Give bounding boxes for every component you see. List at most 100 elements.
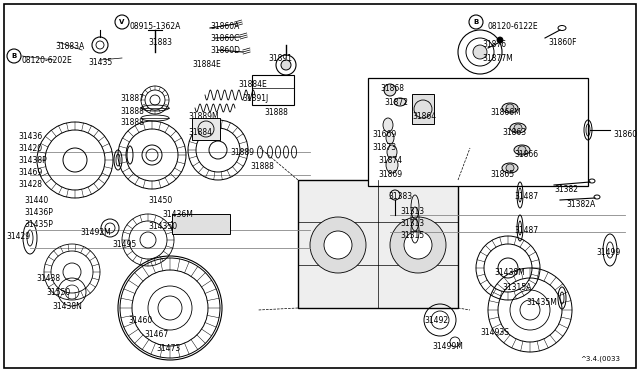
Text: 31473: 31473 <box>156 344 180 353</box>
Text: 31469: 31469 <box>18 168 42 177</box>
Circle shape <box>404 231 432 259</box>
Text: 31438M: 31438M <box>494 268 525 277</box>
Text: 31438N: 31438N <box>52 302 82 311</box>
Text: 31891J: 31891J <box>242 94 268 103</box>
Text: 31492M: 31492M <box>80 228 111 237</box>
Text: V: V <box>119 19 125 25</box>
Circle shape <box>514 124 522 132</box>
Ellipse shape <box>514 145 530 155</box>
Text: 31888: 31888 <box>250 162 274 171</box>
Ellipse shape <box>502 103 518 113</box>
Text: 31874: 31874 <box>378 156 402 165</box>
Text: 08915-1362A: 08915-1362A <box>130 22 181 31</box>
Text: 31435P: 31435P <box>24 220 53 229</box>
Text: 31313: 31313 <box>400 219 424 228</box>
Text: 31888: 31888 <box>120 107 144 116</box>
Text: 31889: 31889 <box>230 148 254 157</box>
Text: 31438: 31438 <box>36 274 60 283</box>
Text: 31868: 31868 <box>380 84 404 93</box>
Text: 31873: 31873 <box>372 143 396 152</box>
Text: 31495: 31495 <box>112 240 136 249</box>
Text: 31382: 31382 <box>554 185 578 194</box>
Text: 31887: 31887 <box>120 94 144 103</box>
Text: 31888: 31888 <box>264 108 288 117</box>
Text: B: B <box>12 53 17 59</box>
Text: 31865: 31865 <box>490 170 514 179</box>
Text: 31436M: 31436M <box>162 210 193 219</box>
Circle shape <box>506 104 514 112</box>
Ellipse shape <box>394 98 406 106</box>
Text: 31876: 31876 <box>482 40 506 49</box>
Circle shape <box>473 45 487 59</box>
Text: 31872: 31872 <box>384 98 408 107</box>
Text: 31440: 31440 <box>24 196 48 205</box>
Ellipse shape <box>383 118 393 132</box>
Text: 31467: 31467 <box>144 330 168 339</box>
Bar <box>192 118 220 140</box>
Text: 31499M: 31499M <box>432 342 463 351</box>
Text: 31883: 31883 <box>148 38 172 47</box>
Bar <box>298 180 458 308</box>
Text: 31884: 31884 <box>188 128 212 137</box>
Text: 31883A: 31883A <box>55 42 84 51</box>
Ellipse shape <box>502 163 518 173</box>
Circle shape <box>310 217 366 273</box>
Bar <box>252 75 294 105</box>
Text: 31877M: 31877M <box>482 54 513 63</box>
Text: 31866M: 31866M <box>490 108 521 117</box>
Text: 31499: 31499 <box>596 248 620 257</box>
Text: 31429: 31429 <box>6 232 30 241</box>
Ellipse shape <box>510 123 526 133</box>
Text: 31860F: 31860F <box>548 38 577 47</box>
Text: 31860C: 31860C <box>210 34 239 43</box>
Text: 31420: 31420 <box>18 144 42 153</box>
Text: 31866: 31866 <box>514 150 538 159</box>
Text: 31550: 31550 <box>46 288 70 297</box>
Text: B: B <box>474 19 479 25</box>
Bar <box>368 78 588 186</box>
Text: 31487: 31487 <box>514 192 538 201</box>
Text: 31428: 31428 <box>18 180 42 189</box>
Text: ^3.4.(0033: ^3.4.(0033 <box>580 356 620 362</box>
Text: 31438P: 31438P <box>18 156 47 165</box>
Text: 31864: 31864 <box>412 112 436 121</box>
Circle shape <box>497 37 503 43</box>
Text: 31436P: 31436P <box>24 208 53 217</box>
Bar <box>412 94 434 124</box>
Text: 31860D: 31860D <box>210 46 240 55</box>
Text: 31669: 31669 <box>372 130 396 139</box>
Circle shape <box>281 60 291 70</box>
Text: 31435: 31435 <box>88 58 112 67</box>
Text: 31436: 31436 <box>18 132 42 141</box>
Text: 31315: 31315 <box>400 231 424 240</box>
Text: 08120-6202E: 08120-6202E <box>22 56 73 65</box>
Circle shape <box>384 84 396 96</box>
Text: 31891: 31891 <box>268 54 292 63</box>
Text: 08120-6122E: 08120-6122E <box>488 22 539 31</box>
Text: 31860A: 31860A <box>210 22 239 31</box>
Text: 31884E: 31884E <box>192 60 221 69</box>
Text: 31313: 31313 <box>400 207 424 216</box>
Ellipse shape <box>386 132 394 144</box>
Circle shape <box>324 231 352 259</box>
Text: 31382A: 31382A <box>566 200 595 209</box>
Text: 31889M: 31889M <box>188 112 219 121</box>
Text: 31315A: 31315A <box>502 283 531 292</box>
Text: 31460: 31460 <box>128 316 152 325</box>
Bar <box>172 214 230 234</box>
Text: 31860: 31860 <box>613 130 637 139</box>
Text: 314350: 314350 <box>148 222 177 231</box>
Circle shape <box>390 217 446 273</box>
Text: 31869: 31869 <box>378 170 402 179</box>
Text: 31492: 31492 <box>424 316 448 325</box>
Text: 31493S: 31493S <box>480 328 509 337</box>
Ellipse shape <box>386 157 398 173</box>
Text: 31888: 31888 <box>120 118 144 127</box>
Text: 31450: 31450 <box>148 196 172 205</box>
Text: 31863: 31863 <box>502 128 526 137</box>
Circle shape <box>518 146 526 154</box>
Text: 31383: 31383 <box>388 192 412 201</box>
Text: 31435M: 31435M <box>526 298 557 307</box>
Circle shape <box>506 164 514 172</box>
Text: 31884E: 31884E <box>238 80 267 89</box>
